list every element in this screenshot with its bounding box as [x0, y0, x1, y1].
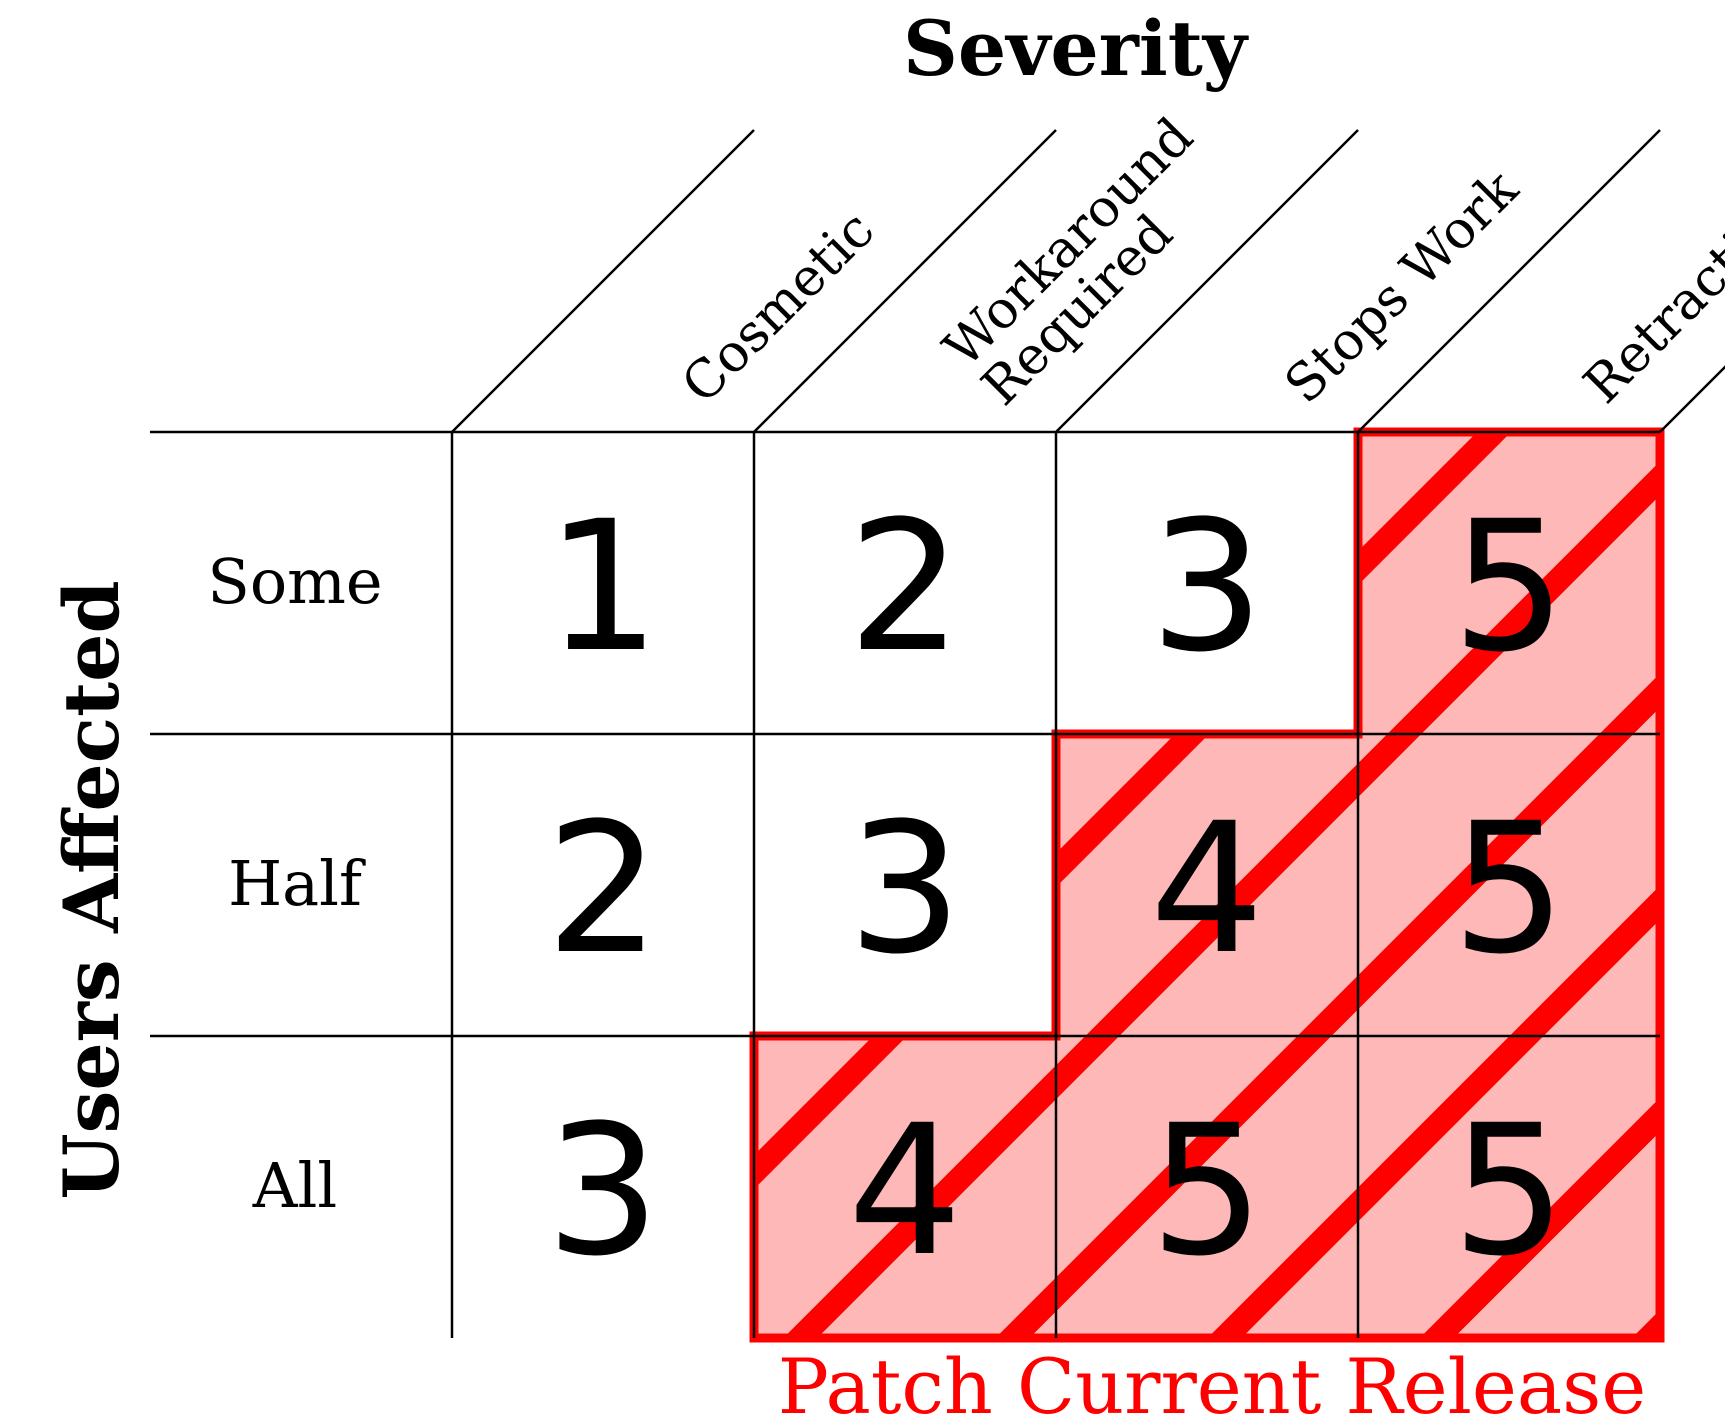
matrix-grid: [150, 129, 1725, 1338]
patch-current-release-zone: [749, 427, 1665, 1343]
grid-diagonal-line: [753, 129, 1057, 433]
column-label: Retraction: [1573, 176, 1725, 415]
row-label: All: [252, 1149, 337, 1222]
row-labels: Some Half All: [207, 545, 382, 1222]
row-label: Some: [207, 545, 382, 618]
highlight-cell-stripes: [1358, 432, 1660, 734]
matrix-cells: 1 2 3 52 3 4 53 4 5 5: [546, 483, 1567, 1296]
cell-value: 4: [848, 1087, 963, 1296]
highlight-cell-stripes: [1358, 1036, 1660, 1338]
users-affected-title: Users Affected: [47, 580, 136, 1199]
cell-value: 3: [1150, 483, 1265, 692]
cell-value: 3: [546, 1087, 661, 1296]
cell-value: 3: [848, 785, 963, 994]
severity-title: Severity: [903, 4, 1249, 93]
cell-value: 2: [848, 483, 963, 692]
highlight-cell-stripes: [1358, 734, 1660, 1036]
cell-value: 5: [1452, 1087, 1567, 1296]
cell-value: 5: [1452, 785, 1567, 994]
highlight-cell-stripes: [1056, 734, 1358, 1036]
cell-value: 5: [1452, 483, 1567, 692]
highlight-cell-stripes: [1056, 1036, 1358, 1338]
grid-diagonal-line: [1357, 129, 1661, 433]
grid-diagonal-line: [1055, 129, 1359, 433]
cell-value: 1: [546, 483, 661, 692]
grid-diagonal-line: [1659, 365, 1725, 433]
grid-diagonal-line: [451, 129, 755, 433]
cell-value: 2: [546, 785, 661, 994]
column-label: Stops Work: [1274, 159, 1530, 415]
row-label: Half: [228, 847, 366, 920]
patch-current-release-label: Patch Current Release: [778, 1342, 1646, 1425]
highlight-cell-stripes: [754, 1036, 1056, 1338]
cell-value: 4: [1150, 785, 1265, 994]
column-label: Cosmetic: [671, 200, 886, 415]
cell-value: 5: [1150, 1087, 1265, 1296]
